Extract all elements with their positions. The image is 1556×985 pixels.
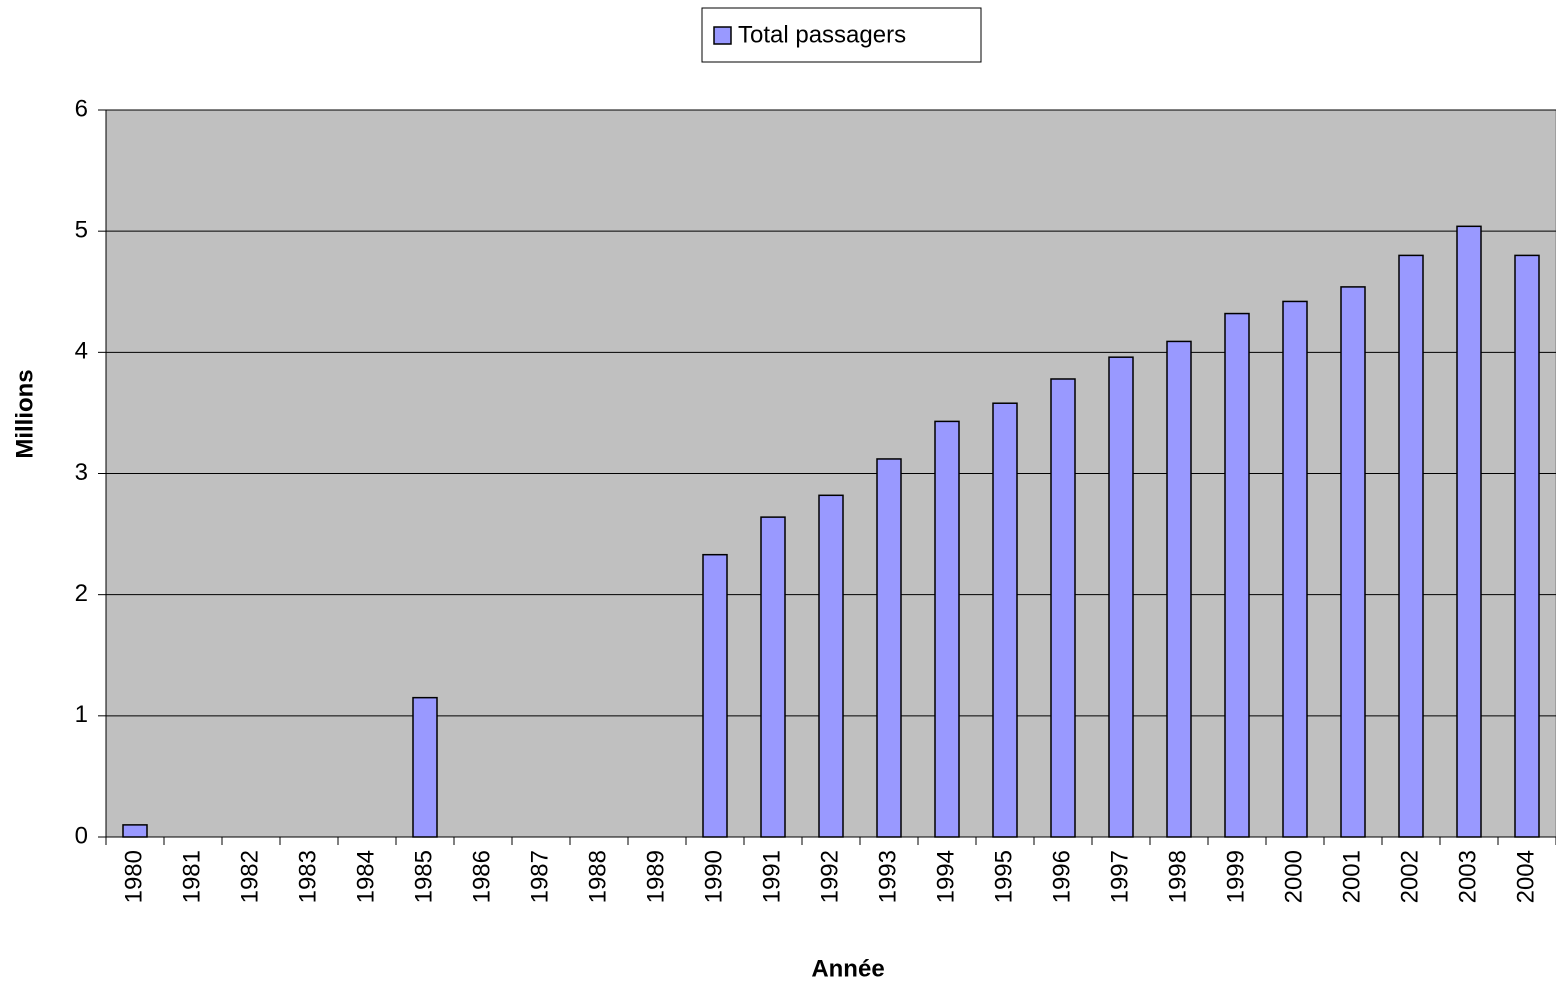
bar [1166,340,1192,838]
bar [1456,225,1482,838]
legend-swatch [713,26,732,45]
bar [992,402,1018,838]
x-tick-label: 1988 [584,850,611,903]
x-tick-label: 1981 [178,850,205,903]
y-tick-label: 6 [75,95,88,122]
bar [1108,356,1134,838]
x-tick-label: 1990 [700,850,727,903]
x-tick-label: 1996 [1048,850,1075,903]
y-tick-label: 1 [75,701,88,728]
y-tick-label: 5 [75,217,88,244]
x-tick-label: 1993 [874,850,901,903]
y-axis-label: Millions [11,369,38,458]
bar [818,494,844,838]
x-tick-label: 1982 [236,850,263,903]
x-tick-label: 1992 [816,850,843,903]
x-tick-label: 2004 [1512,850,1539,903]
bar [760,516,786,838]
bar [702,553,728,838]
bar [1398,254,1424,838]
y-tick-label: 3 [75,459,88,486]
bar [1224,312,1250,838]
bar [122,824,148,838]
x-tick-label: 1994 [932,850,959,903]
bar [934,420,960,838]
bar [1050,378,1076,838]
x-axis-label: Année [811,955,884,982]
bar [1514,254,1540,838]
legend-label: Total passagers [738,21,906,48]
x-tick-label: 2000 [1280,850,1307,903]
bar [412,696,438,838]
x-tick-label: 1987 [526,850,553,903]
x-tick-label: 2003 [1454,850,1481,903]
x-tick-label: 2001 [1338,850,1365,903]
x-tick-label: 1998 [1164,850,1191,903]
x-tick-label: 2002 [1396,850,1423,903]
bar [1340,286,1366,838]
x-tick-label: 1991 [758,850,785,903]
y-tick-label: 0 [75,822,88,849]
legend-box [701,7,982,63]
x-tick-label: 1985 [410,850,437,903]
x-tick-label: 1999 [1222,850,1249,903]
x-tick-label: 1997 [1106,850,1133,903]
y-tick-label: 2 [75,580,88,607]
x-tick-label: 1986 [468,850,495,903]
x-tick-label: 1989 [642,850,669,903]
x-tick-label: 1984 [352,850,379,903]
x-tick-label: 1980 [120,850,147,903]
y-tick-label: 4 [75,338,88,365]
bar [876,458,902,838]
x-tick-label: 1995 [990,850,1017,903]
legend: Total passagers [701,7,982,63]
x-tick-label: 1983 [294,850,321,903]
bar [1282,300,1308,838]
